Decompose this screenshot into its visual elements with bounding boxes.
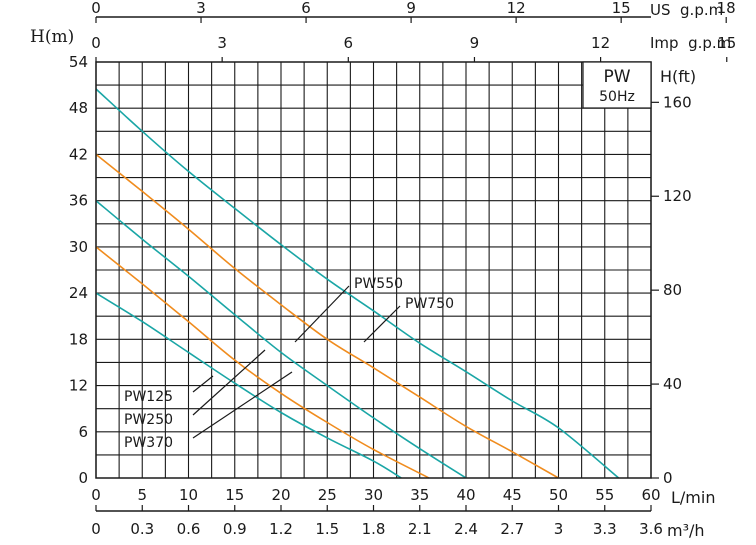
m3h-tick-label: 1.8 xyxy=(362,520,386,538)
x-tick-label: 50 xyxy=(549,486,568,504)
imp-gpm-tick-label: 0 xyxy=(91,34,101,52)
leader-pw370 xyxy=(192,371,293,439)
axes xyxy=(95,16,728,512)
x-tick-label: 55 xyxy=(595,486,614,504)
y-axis-label: H(m) xyxy=(30,27,74,47)
leader-pw125 xyxy=(192,375,214,393)
label-leaders xyxy=(192,285,401,439)
x-tick-label: 0 xyxy=(91,486,101,504)
x-top2-axis-label: Imp g.p.m xyxy=(650,34,731,52)
y-tick-label: 0 xyxy=(78,469,88,487)
m3h-tick-label: 0.3 xyxy=(130,520,154,538)
y-tick-label: 24 xyxy=(69,284,88,302)
series-label-pw370: PW370 xyxy=(124,435,173,451)
x-tick-label: 30 xyxy=(364,486,383,504)
us-gpm-tick-label: 6 xyxy=(301,0,311,17)
x-tick-label: 20 xyxy=(271,486,290,504)
series-label-pw750: PW750 xyxy=(405,296,454,312)
m3h-tick-label: 2.7 xyxy=(500,520,524,538)
m3h-tick-label: 3.3 xyxy=(593,520,617,538)
y-tick-label: 30 xyxy=(69,238,88,256)
performance-curves xyxy=(95,88,620,479)
us-gpm-tick-label: 9 xyxy=(406,0,416,17)
y-tick-label: 42 xyxy=(69,145,88,163)
curve-pw125 xyxy=(95,292,402,479)
ft-tick-label: 40 xyxy=(663,375,682,393)
m3h-tick-label: 1.2 xyxy=(269,520,293,538)
imp-gpm-tick-label: 9 xyxy=(470,34,480,52)
chart-title: PW xyxy=(603,67,630,87)
ft-tick-label: 120 xyxy=(663,187,692,205)
x-tick-label: 40 xyxy=(456,486,475,504)
ft-tick-label: 0 xyxy=(663,469,673,487)
x-tick-label: 60 xyxy=(641,486,660,504)
ft-tick-label: 80 xyxy=(663,281,682,299)
series-label-pw550: PW550 xyxy=(354,276,403,292)
x-tick-label: 5 xyxy=(137,486,147,504)
x-tick-label: 35 xyxy=(410,486,429,504)
us-gpm-tick-label: 12 xyxy=(507,0,526,17)
leader-pw750 xyxy=(363,305,401,343)
y-tick-label: 18 xyxy=(69,330,88,348)
series-label-pw250: PW250 xyxy=(124,412,173,428)
y-tick-label: 36 xyxy=(69,192,88,210)
y2-axis-label: H(ft) xyxy=(660,67,696,86)
m3h-tick-label: 0.6 xyxy=(177,520,201,538)
m3h-tick-label: 2.1 xyxy=(408,520,432,538)
chart-subtitle: 50Hz xyxy=(599,89,635,105)
grid xyxy=(95,61,652,479)
x-tick-label: 10 xyxy=(179,486,198,504)
y-tick-label: 12 xyxy=(69,377,88,395)
imp-gpm-tick-label: 6 xyxy=(344,34,354,52)
x-axis-label: L/min xyxy=(671,488,715,507)
curve-pw550 xyxy=(95,153,559,479)
us-gpm-tick-label: 0 xyxy=(91,0,101,17)
curve-pw370 xyxy=(95,200,467,479)
y-tick-label: 6 xyxy=(78,423,88,441)
x-tick-label: 25 xyxy=(318,486,337,504)
m3h-tick-label: 3.6 xyxy=(639,520,663,538)
plot-frame xyxy=(95,61,652,479)
imp-gpm-tick-label: 15 xyxy=(717,34,736,52)
model-box: PW 50Hz xyxy=(582,61,652,109)
ft-tick-label: 160 xyxy=(663,93,692,111)
series-label-pw125: PW125 xyxy=(124,389,173,405)
curve-pw250 xyxy=(95,246,430,479)
imp-gpm-tick-label: 3 xyxy=(217,34,227,52)
us-gpm-tick-label: 3 xyxy=(196,0,206,17)
x2-axis-label: m³/h xyxy=(667,521,705,540)
imp-gpm-tick-label: 12 xyxy=(591,34,610,52)
x-tick-label: 15 xyxy=(225,486,244,504)
m3h-tick-label: 0.9 xyxy=(223,520,247,538)
leader-pw550 xyxy=(294,285,350,343)
x-tick-label: 45 xyxy=(503,486,522,504)
x-top1-axis-label: US g.p.m xyxy=(650,1,723,19)
us-gpm-tick-label: 18 xyxy=(717,0,736,17)
model-box-frame xyxy=(582,61,652,109)
curve-pw750 xyxy=(95,88,620,479)
tick-labels: 0 5 10 15 20 25 30 35 40 45 50 55 600 0.3 0.6 0.9 1.2 1.5… xyxy=(69,0,736,538)
leader-pw250 xyxy=(192,349,266,416)
y-tick-label: 54 xyxy=(69,53,88,71)
m3h-tick-label: 0 xyxy=(91,520,101,538)
m3h-tick-label: 1.5 xyxy=(315,520,339,538)
m3h-tick-label: 3 xyxy=(554,520,564,538)
y-tick-label: 48 xyxy=(69,99,88,117)
m3h-tick-label: 2.4 xyxy=(454,520,478,538)
us-gpm-tick-label: 15 xyxy=(612,0,631,17)
